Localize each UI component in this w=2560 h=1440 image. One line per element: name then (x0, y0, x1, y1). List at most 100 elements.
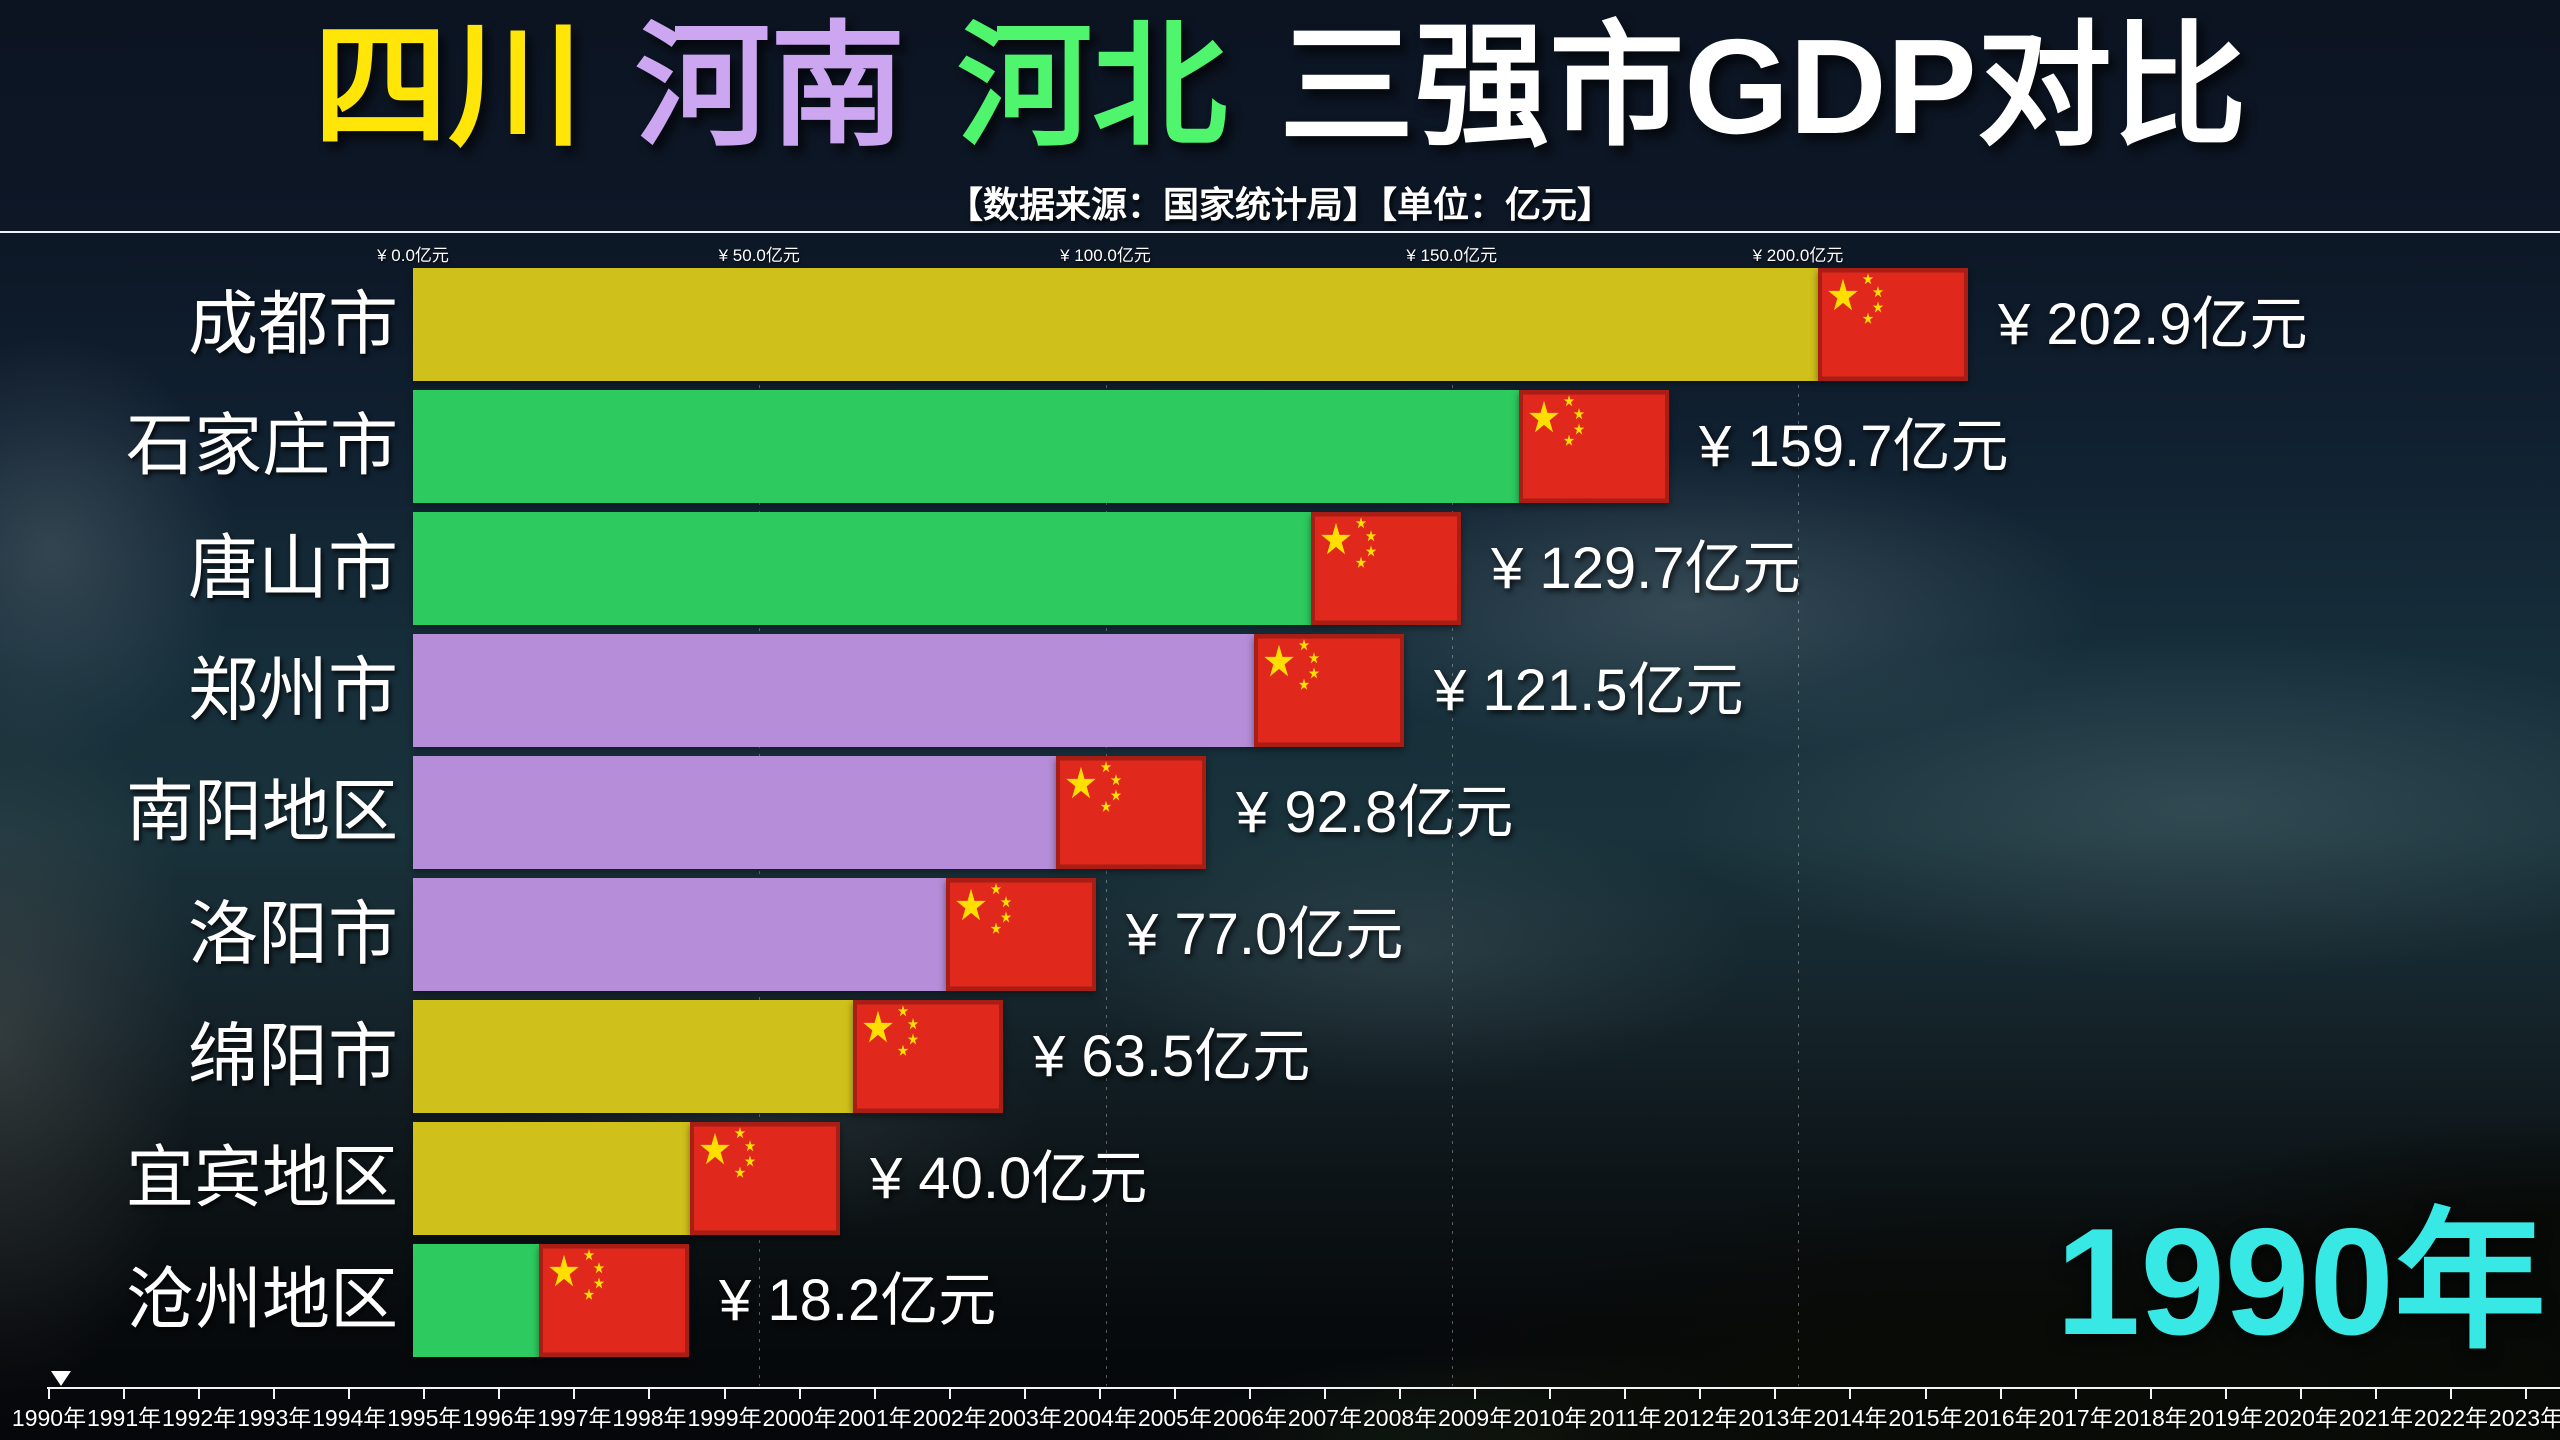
timeline-year-label: 2006年 (1212, 1405, 1288, 1431)
value-label: ¥ 92.8亿元 (1236, 780, 1514, 845)
timeline-axis-line (47, 1387, 2560, 1389)
bar-row: 沧州地区 ¥ 18.2亿元 (0, 1244, 2560, 1357)
timeline-year-label: 1996年 (462, 1405, 537, 1431)
timeline-tick (723, 1389, 726, 1399)
timeline-year-label: 2003年 (987, 1405, 1062, 1431)
city-label: 郑州市 (188, 651, 398, 729)
timeline-tick (2525, 1389, 2527, 1399)
china-flag-icon (1519, 390, 1669, 503)
timeline-year-label: 2002年 (912, 1405, 987, 1431)
timeline-tick (1173, 1389, 1176, 1399)
value-label: ¥ 121.5亿元 (1434, 658, 1744, 723)
timeline-year-label: 1998年 (612, 1405, 687, 1431)
timeline-tick (273, 1389, 276, 1399)
city-label: 绵阳市 (188, 1017, 398, 1095)
timeline-year-label: 1999年 (687, 1405, 762, 1431)
timeline-tick (1474, 1389, 1477, 1399)
timeline-tick (2224, 1389, 2227, 1399)
timeline-tick (798, 1389, 801, 1399)
timeline-year-label: 2019年 (2188, 1405, 2263, 1431)
gdp-bar (413, 634, 1254, 747)
timeline-tick (1774, 1389, 1777, 1399)
timeline-year-label: 1994年 (312, 1405, 387, 1431)
timeline-tick (648, 1389, 651, 1399)
china-flag-icon (1056, 756, 1206, 869)
subtitle: 【数据来源：国家统计局】【单位：亿元】 (946, 184, 1613, 225)
timeline-tick (123, 1389, 126, 1399)
value-label: ¥ 159.7亿元 (1699, 414, 2009, 479)
axis-tick-label: ¥ 100.0亿元 (1060, 246, 1151, 265)
timeline-year-label: 2013年 (1738, 1405, 1813, 1431)
timeline-year-label: 2020年 (2263, 1405, 2338, 1431)
axis-tick-label: ¥ 200.0亿元 (1752, 246, 1844, 265)
china-flag-icon (853, 1000, 1003, 1113)
timeline-tick (2374, 1389, 2377, 1399)
timeline-tick (1324, 1389, 1327, 1399)
title-segment-2: 河北 (957, 11, 1228, 162)
gdp-bar (413, 1122, 690, 1235)
timeline-year-label: 1990年 (11, 1405, 87, 1431)
bar-row: 绵阳市 ¥ 63.5亿元 (0, 1000, 2560, 1113)
timeline-tick (1849, 1389, 1852, 1399)
china-flag-icon (539, 1244, 689, 1357)
timeline-year-label: 2001年 (837, 1405, 912, 1431)
timeline-year-label: 1992年 (162, 1405, 237, 1431)
value-label: ¥ 18.2亿元 (719, 1268, 997, 1333)
page-title: 四川 河南 河北 三强市GDP对比 (0, 6, 2560, 168)
value-label: ¥ 77.0亿元 (1126, 902, 1404, 967)
axis-tick-label: ¥ 50.0亿元 (718, 246, 800, 265)
timeline-tick (573, 1389, 576, 1399)
timeline-year-label: 2017年 (2038, 1405, 2113, 1431)
city-label: 洛阳市 (188, 895, 398, 973)
top-axis-line (0, 231, 2560, 233)
timeline-tick (873, 1389, 876, 1399)
gdp-bar (413, 268, 1818, 381)
timeline-year-label: 2015年 (1888, 1405, 1963, 1431)
china-flag-icon (946, 878, 1096, 991)
timeline-year-label: 1991年 (86, 1405, 162, 1431)
timeline-tick (1999, 1389, 2002, 1399)
timeline-year-label: 2009年 (1438, 1405, 1513, 1431)
city-label: 成都市 (188, 285, 398, 363)
title-segment-3: 三强市GDP对比 (1279, 11, 2247, 162)
current-year-label: 1990年 (2055, 1197, 2546, 1367)
timeline-tick (423, 1389, 426, 1399)
title-segment-0: 四川 (313, 11, 584, 162)
timeline-year-label: 2010年 (1513, 1405, 1588, 1431)
value-label: ¥ 202.9亿元 (1998, 292, 2308, 357)
gdp-bar (413, 512, 1311, 625)
timeline-tick (2449, 1389, 2452, 1399)
timeline-tick (348, 1389, 351, 1399)
city-label: 宜宾地区 (125, 1140, 398, 1216)
timeline-year-label: 1995年 (387, 1405, 462, 1431)
value-label: ¥ 63.5亿元 (1033, 1024, 1311, 1089)
city-label: 石家庄市 (125, 408, 398, 484)
timeline-tick (1549, 1389, 1552, 1399)
gridline (1451, 268, 1453, 1386)
china-flag-icon (1254, 634, 1404, 747)
timeline-year-label: 2023年 (2488, 1405, 2560, 1431)
city-label: 南阳地区 (125, 774, 398, 850)
timeline-tick (48, 1389, 50, 1399)
timeline-tick (2299, 1389, 2302, 1399)
bar-row: 洛阳市 ¥ 77.0亿元 (0, 878, 2560, 991)
bar-row: 宜宾地区 ¥ 40.0亿元 (0, 1122, 2560, 1235)
timeline-year-label: 2008年 (1362, 1405, 1438, 1431)
china-flag-icon (1818, 268, 1968, 381)
bar-row: 成都市 ¥ 202.9亿元 (0, 268, 2560, 381)
gdp-bar (413, 1000, 853, 1113)
timeline-tick (1098, 1389, 1101, 1399)
bar-row: 石家庄市 ¥ 159.7亿元 (0, 390, 2560, 503)
gdp-bar (413, 1244, 539, 1357)
timeline-year-label: 2005年 (1137, 1405, 1212, 1431)
title-segment-1: 河南 (635, 11, 906, 162)
timeline-year-label: 2022年 (2413, 1405, 2489, 1431)
china-flag-icon (1311, 512, 1461, 625)
timeline-year-label: 2004年 (1062, 1405, 1137, 1431)
timeline-tick (2149, 1389, 2152, 1399)
gdp-bar (413, 390, 1519, 503)
city-label: 唐山市 (188, 529, 398, 607)
timeline-tick (1624, 1389, 1627, 1399)
timeline-tick (1248, 1389, 1251, 1399)
